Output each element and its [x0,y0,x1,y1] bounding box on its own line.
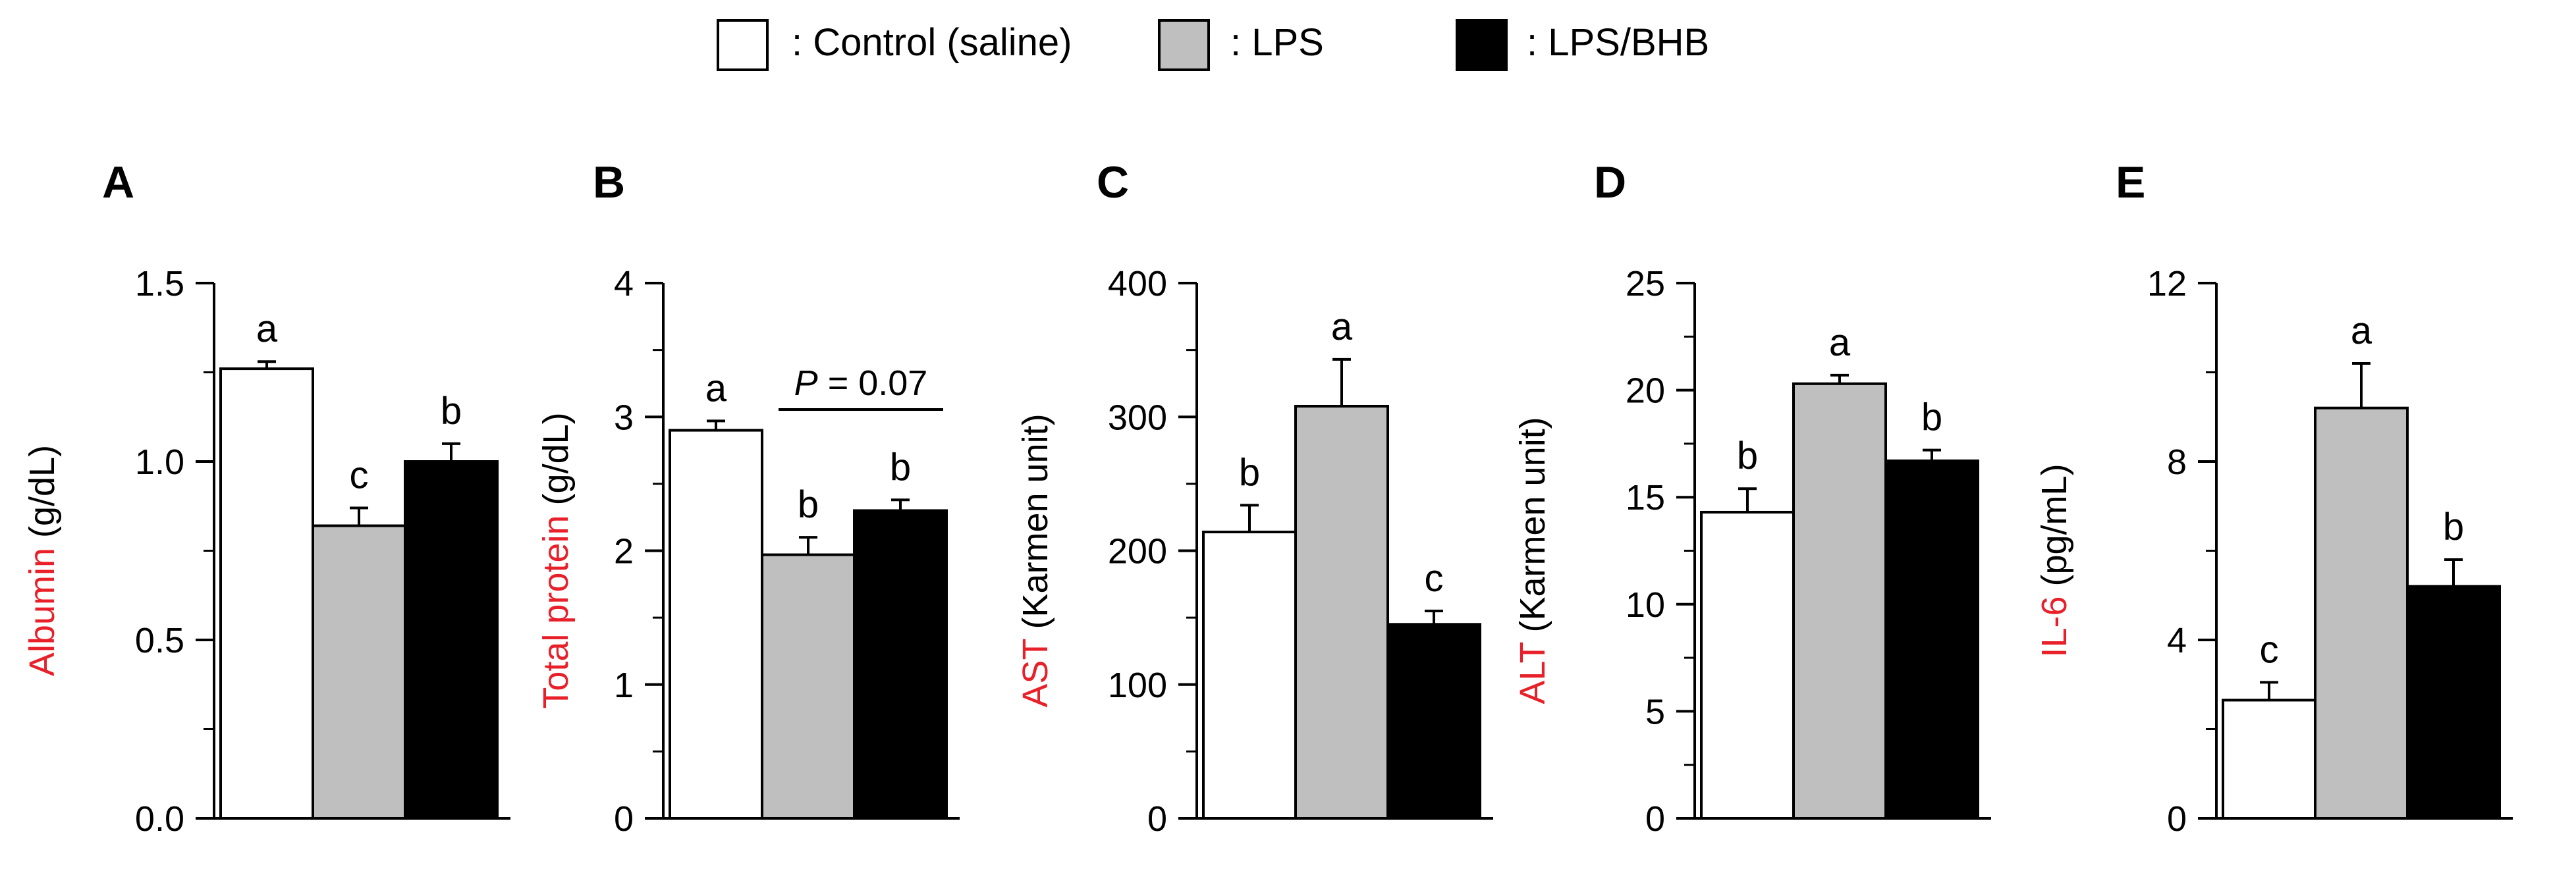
panel-b: B Total protein (g/dL) 0 1 2 3 4 a b b P = 0.07 [536,157,960,839]
y-tick-label: 0 [2167,799,2187,839]
y-tick-label: 20 [1626,371,1665,411]
panels: A Albumin (g/dL) 0.0 0.5 1.0 1.5 a c b B Total pro… [22,157,2513,839]
y-axis-unit: (Karmen unit) [1016,413,1055,639]
bar-lps-bhb [1884,459,1979,820]
p-value: = 0.07 [818,363,928,403]
y-tick-label: 15 [1626,478,1665,517]
significance-letter-lps-bhb: b [2443,506,2464,548]
y-tick-label: 0 [1147,799,1167,839]
p-value-annotation: P = 0.07 [794,363,928,403]
bar-lps-bhb [1386,623,1481,820]
significance-letter-lps: c [350,454,369,496]
bar-lps [761,553,856,820]
significance-letter-lps: a [1331,305,1353,348]
legend: : Control (saline) : LPS : LPS/BHB [717,19,1709,71]
significance-letter-control: a [256,307,278,350]
y-tick-label: 0.5 [135,621,184,660]
panel-d: D ALT (Karmen unit) 0 5 10 15 20 25 b a b [1513,157,1991,839]
bar-lps-bhb [2406,585,2501,820]
y-tick-label: 8 [2167,442,2187,482]
bar-control [219,367,314,820]
y-tick-label: 4 [2167,621,2187,660]
bar-control [1700,510,1795,820]
panel-letter: E [2116,157,2145,207]
y-axis-label: Total protein (g/dL) [536,412,576,708]
p-symbol: P [794,363,818,403]
panel-c: C AST (Karmen unit) 0 100 200 300 400 b a c [1016,157,1493,839]
significance-letter-lps: b [798,483,819,526]
y-tick-label: 25 [1626,264,1665,304]
bar-control [669,429,763,820]
legend-swatch-2 [1456,19,1508,71]
y-axis-label: Albumin (g/dL) [22,445,62,676]
y-axis-analyte: ALT [1513,643,1552,704]
y-axis-analyte: IL-6 [2035,596,2074,658]
y-axis-unit: (g/dL) [536,412,576,515]
y-tick-label: 1.0 [135,442,184,482]
legend-label-1: : LPS [1230,21,1324,64]
y-tick-label: 0 [1645,799,1665,839]
y-axis-analyte: Albumin [22,548,62,676]
legend-swatch-1 [1158,19,1210,71]
bar-lps [1294,404,1389,820]
y-axis-label: IL-6 (pg/mL) [2035,463,2074,657]
significance-letter-lps-bhb: b [441,390,462,433]
y-tick-label: 0.0 [135,799,184,839]
significance-letter-lps: a [1829,321,1851,364]
y-axis-unit: (pg/mL) [2035,463,2074,596]
y-tick-label: 1.5 [135,264,184,304]
bar-lps [2314,406,2409,820]
y-axis-analyte: AST [1016,639,1055,708]
significance-letter-lps-bhb: b [1921,396,1942,439]
significance-letter-control: b [1239,451,1260,494]
significance-letter-control: c [2260,628,2279,671]
y-tick-label: 5 [1645,692,1665,731]
panel-letter: D [1594,157,1626,207]
y-tick-label: 400 [1108,264,1167,304]
y-tick-label: 0 [614,799,634,839]
y-tick-label: 1 [614,666,634,705]
y-axis-unit: (g/dL) [22,445,62,548]
bar-control [2222,699,2316,820]
bar-control [1202,531,1297,820]
y-tick-label: 10 [1626,585,1665,625]
y-tick-label: 300 [1108,398,1167,437]
y-tick-label: 3 [614,398,634,437]
panel-a: A Albumin (g/dL) 0.0 0.5 1.0 1.5 a c b [22,157,510,839]
panel-letter: C [1097,157,1129,207]
y-tick-label: 12 [2147,264,2187,304]
y-tick-label: 4 [614,264,634,304]
bar-lps [312,524,406,820]
y-axis-label: ALT (Karmen unit) [1513,417,1552,704]
y-axis-label: AST (Karmen unit) [1016,413,1055,707]
y-axis-unit: (Karmen unit) [1513,417,1552,642]
y-tick-label: 200 [1108,532,1167,571]
y-axis-analyte: Total protein [536,515,576,708]
bar-lps-bhb [853,509,948,820]
significance-letter-lps: a [2351,309,2372,352]
panel-letter: A [102,157,134,207]
legend-label-2: : LPS/BHB [1527,21,1709,64]
panel-letter: B [593,157,625,207]
significance-letter-control: b [1737,435,1758,477]
panel-e: E IL-6 (pg/mL) 0 4 8 12 c a b [2035,157,2513,839]
y-tick-label: 100 [1108,666,1167,705]
legend-swatch-0 [717,19,769,71]
significance-letter-lps-bhb: c [1425,557,1444,600]
y-tick-label: 2 [614,532,634,571]
significance-letter-control: a [705,367,727,410]
legend-label-0: : Control (saline) [792,21,1072,64]
significance-letter-lps-bhb: b [890,446,911,489]
bar-lps [1792,382,1887,820]
bar-lps-bhb [404,460,499,820]
